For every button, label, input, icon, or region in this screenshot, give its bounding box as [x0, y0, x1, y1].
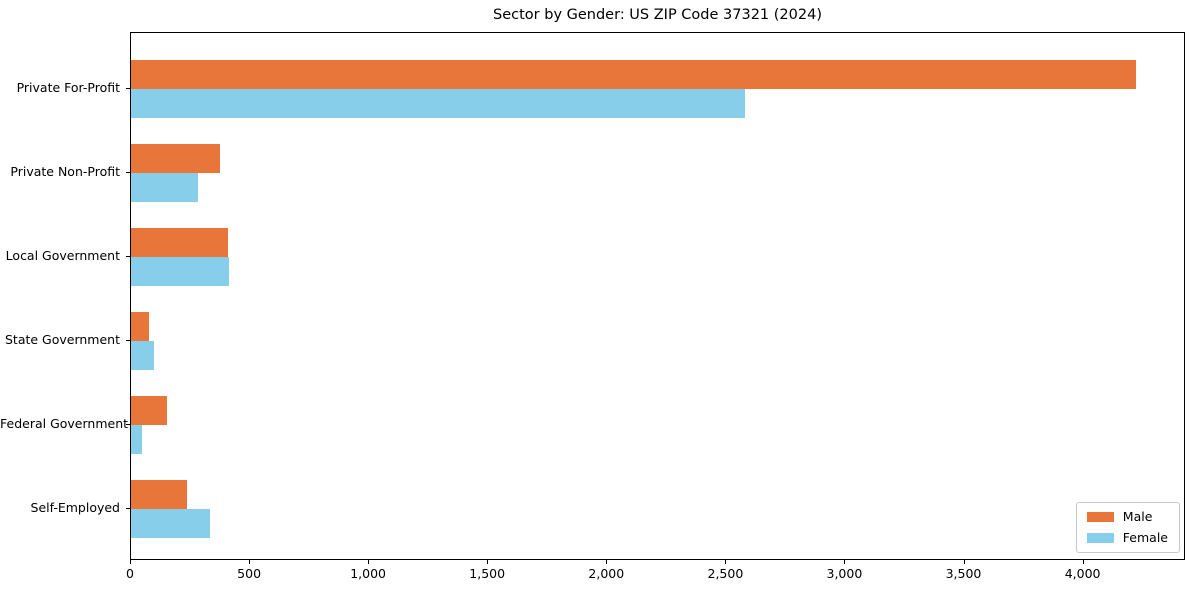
xtick-label-0: 0: [126, 566, 134, 581]
xtick-label-1-500: 1,500: [469, 566, 506, 581]
ytick-mark: [126, 88, 130, 89]
xtick-mark: [368, 560, 370, 564]
ytick-label-private-non-profit: Private Non-Profit: [10, 164, 120, 179]
legend-entry-male: Male: [1086, 509, 1168, 524]
ytick-label-local-government: Local Government: [5, 248, 120, 263]
bar-female-self-employed: [131, 509, 210, 538]
legend: Male Female: [1075, 502, 1180, 553]
bar-female-local-government: [131, 257, 229, 286]
xtick-mark: [487, 560, 489, 564]
bar-female-private-for-profit: [131, 89, 746, 118]
xtick-label-3-000: 3,000: [826, 566, 863, 581]
ytick-label-state-government: State Government: [4, 332, 120, 347]
ytick-mark: [126, 508, 130, 509]
ytick-label-private-for-profit: Private For-Profit: [16, 80, 120, 95]
bar-male-local-government: [131, 228, 228, 257]
plot-area: Male Female: [130, 32, 1185, 560]
xtick-mark: [725, 560, 727, 564]
xtick-mark: [130, 560, 131, 564]
xtick-label-500: 500: [237, 566, 262, 581]
chart-title: Sector by Gender: US ZIP Code 37321 (202…: [493, 7, 822, 23]
bar-female-state-government: [131, 341, 154, 370]
xtick-mark: [844, 560, 846, 564]
xtick-label-3-500: 3,500: [945, 566, 982, 581]
ytick-label-federal-government: Federal Government: [0, 416, 129, 431]
bar-male-self-employed: [131, 480, 187, 509]
xtick-mark: [249, 560, 251, 564]
bar-male-private-non-profit: [131, 144, 221, 173]
xtick-mark: [606, 560, 608, 564]
bar-male-federal-government: [131, 396, 167, 425]
ytick-mark: [126, 424, 130, 425]
legend-swatch-female: [1086, 532, 1114, 543]
bar-male-state-government: [131, 312, 149, 341]
legend-entry-female: Female: [1086, 530, 1168, 545]
xtick-label-4-000: 4,000: [1064, 566, 1101, 581]
xtick-label-2-500: 2,500: [707, 566, 744, 581]
ytick-mark: [126, 340, 130, 341]
bar-female-private-non-profit: [131, 173, 198, 202]
legend-label-male: Male: [1122, 509, 1153, 524]
ytick-mark: [126, 172, 130, 173]
legend-label-female: Female: [1122, 530, 1168, 545]
legend-swatch-male: [1086, 511, 1114, 522]
xtick-mark: [1082, 560, 1084, 564]
xtick-label-1-000: 1,000: [350, 566, 386, 581]
bar-female-federal-government: [131, 425, 142, 454]
ytick-mark: [126, 256, 130, 257]
ytick-label-self-employed: Self-Employed: [30, 500, 120, 515]
xtick-mark: [963, 560, 965, 564]
bar-male-private-for-profit: [131, 60, 1136, 89]
xtick-label-2-000: 2,000: [588, 566, 625, 581]
